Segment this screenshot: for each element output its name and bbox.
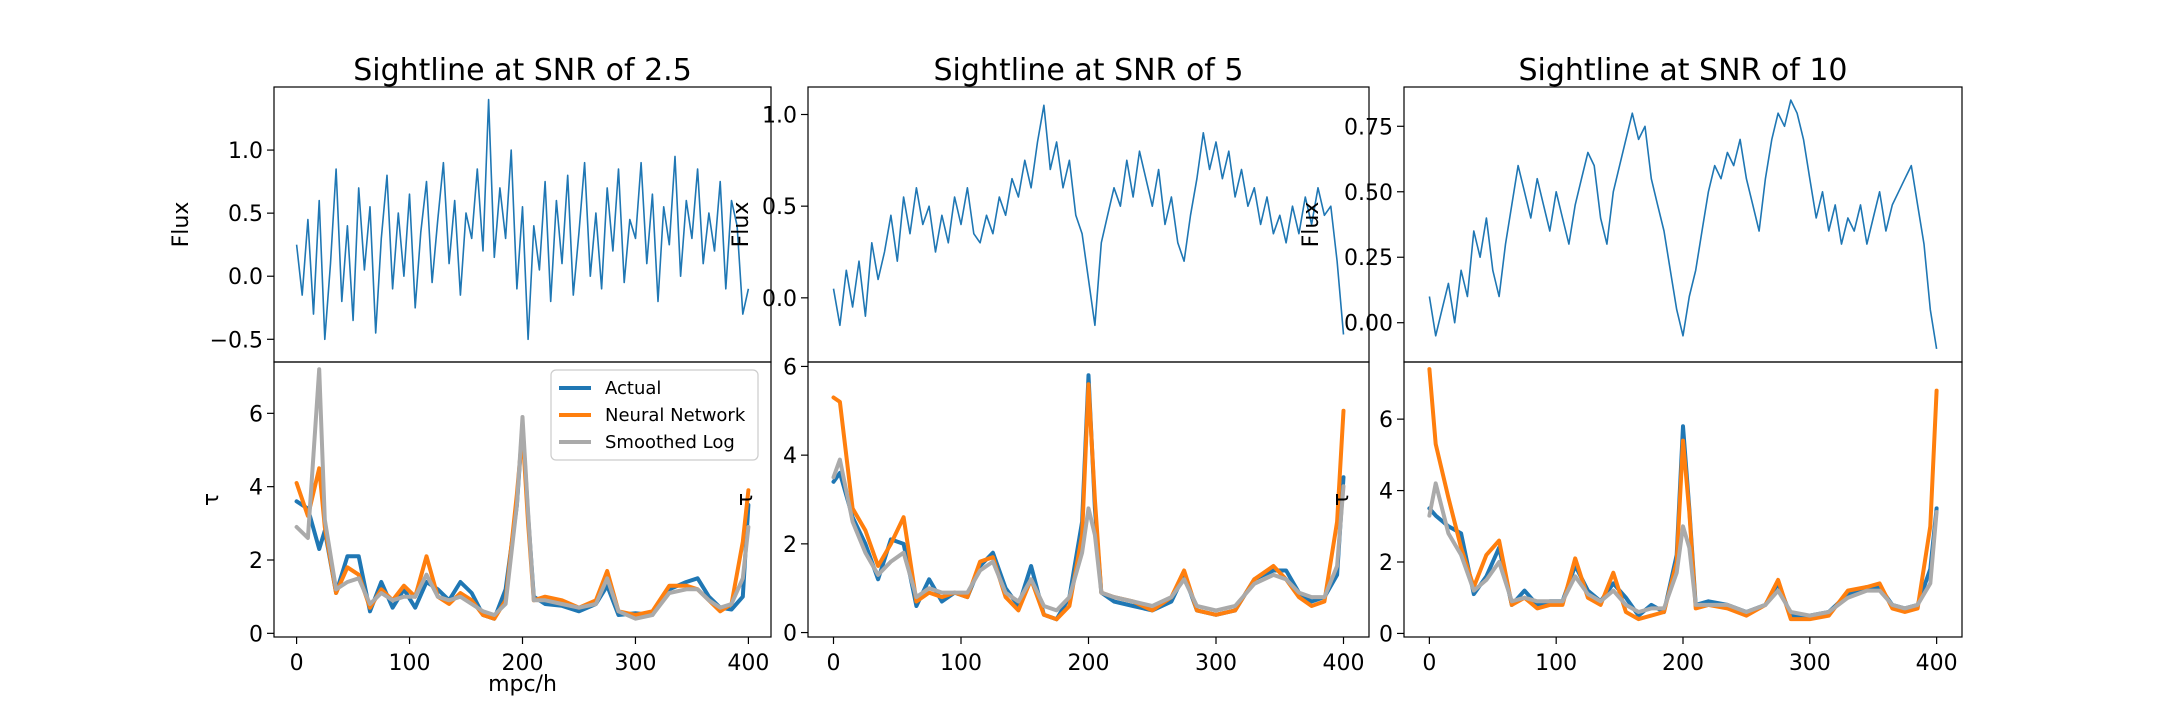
chart-1-flux-ytick-label: 1.0 bbox=[228, 139, 263, 164]
chart-2-tau-ytick-label: 0 bbox=[783, 622, 797, 647]
chart-1-tau-ytick-label: 4 bbox=[249, 476, 263, 501]
chart-3-flux-ytick-label: 0.25 bbox=[1344, 246, 1393, 271]
chart-1-tau-xtick-label: 200 bbox=[502, 651, 544, 676]
chart-1-legend-box bbox=[550, 369, 759, 461]
chart-1-flux-line bbox=[295, 98, 750, 341]
chart-1-tau-xlabel: mpc/h bbox=[488, 672, 557, 697]
chart-3-tau-xtick-label: 300 bbox=[1789, 651, 1831, 676]
chart-1-tau-xtick-label: 100 bbox=[389, 651, 431, 676]
chart-3-tau-ytick-label: 0 bbox=[1379, 622, 1393, 647]
chart-1-flux-ylabel: Flux bbox=[169, 202, 194, 248]
chart-1-tau-ytick-label: 6 bbox=[249, 402, 263, 427]
chart-3-flux-ytick-label: 0.00 bbox=[1344, 312, 1393, 337]
chart-1-legend-label: Actual bbox=[605, 378, 661, 399]
chart-3-tau-ytick-label: 6 bbox=[1379, 408, 1393, 433]
chart-3-tau-xtick-label: 0 bbox=[1422, 651, 1436, 676]
chart-1-legend-label: Neural Network bbox=[605, 405, 746, 426]
chart-3-tau-xtick-label: 100 bbox=[1535, 651, 1577, 676]
chart-2-flux-ytick-label: 0.0 bbox=[762, 287, 797, 312]
chart-3-tau-frame bbox=[1403, 361, 1963, 638]
chart-1-title: Sightline at SNR of 2.5 bbox=[353, 53, 692, 88]
chart-2-tau-xtick-label: 200 bbox=[1068, 651, 1110, 676]
chart-2-flux-line bbox=[832, 104, 1345, 335]
chart-3-title: Sightline at SNR of 10 bbox=[1518, 53, 1847, 88]
chart-2-tau-xtick-label: 100 bbox=[940, 651, 982, 676]
chart-3-tau-ytick-label: 2 bbox=[1379, 551, 1393, 576]
chart-3-tau-line-smoothed-log bbox=[1427, 481, 1939, 618]
chart-2-tau-xtick-label: 300 bbox=[1195, 651, 1237, 676]
chart-2-flux-ylabel: Flux bbox=[729, 202, 754, 248]
chart-2-tau-xtick-label: 0 bbox=[827, 651, 841, 676]
chart-1-tau-xtick-label: 300 bbox=[614, 651, 656, 676]
chart-1-tau-ytick-label: 2 bbox=[249, 549, 263, 574]
chart-2-tau-ylabel: τ bbox=[733, 493, 758, 506]
chart-2-tau-line-smoothed-log bbox=[831, 457, 1346, 613]
chart-3-tau-ytick-label: 4 bbox=[1379, 480, 1393, 505]
chart-3-flux-ytick-label: 0.75 bbox=[1344, 115, 1393, 140]
chart-3-flux-ytick-label: 0.50 bbox=[1344, 181, 1393, 206]
chart-1-tau-ylabel: τ bbox=[199, 493, 224, 506]
chart-2-tau-ytick-label: 4 bbox=[783, 444, 797, 469]
chart-3-tau-xtick-label: 200 bbox=[1662, 651, 1704, 676]
chart-2-flux-ytick-label: 1.0 bbox=[762, 104, 797, 129]
chart-1-legend-label: Smoothed Log bbox=[605, 432, 735, 453]
chart-1-flux-ytick-label: 0.0 bbox=[228, 265, 263, 290]
chart-3-flux-ylabel: Flux bbox=[1299, 202, 1324, 248]
chart-2-tau-ytick-label: 6 bbox=[783, 355, 797, 380]
chart-1-tau-xtick-label: 0 bbox=[290, 651, 304, 676]
chart-3-tau-ylabel: τ bbox=[1329, 493, 1354, 506]
chart-1-tau-ytick-label: 0 bbox=[249, 622, 263, 647]
chart-1-flux-ytick-label: −0.5 bbox=[210, 328, 263, 353]
chart-1-tau-line-smoothed-log bbox=[294, 367, 751, 621]
chart-3-flux-line bbox=[1428, 99, 1938, 350]
chart-3-tau-xtick-label: 400 bbox=[1916, 651, 1958, 676]
chart-2-tau-ytick-label: 2 bbox=[783, 533, 797, 558]
chart-1-tau-xtick-label: 400 bbox=[727, 651, 769, 676]
chart-2-title: Sightline at SNR of 5 bbox=[934, 53, 1244, 88]
chart-2-flux-ytick-label: 0.5 bbox=[762, 195, 797, 220]
chart-1-flux-ytick-label: 0.5 bbox=[228, 202, 263, 227]
chart-2-tau-xtick-label: 400 bbox=[1323, 651, 1365, 676]
